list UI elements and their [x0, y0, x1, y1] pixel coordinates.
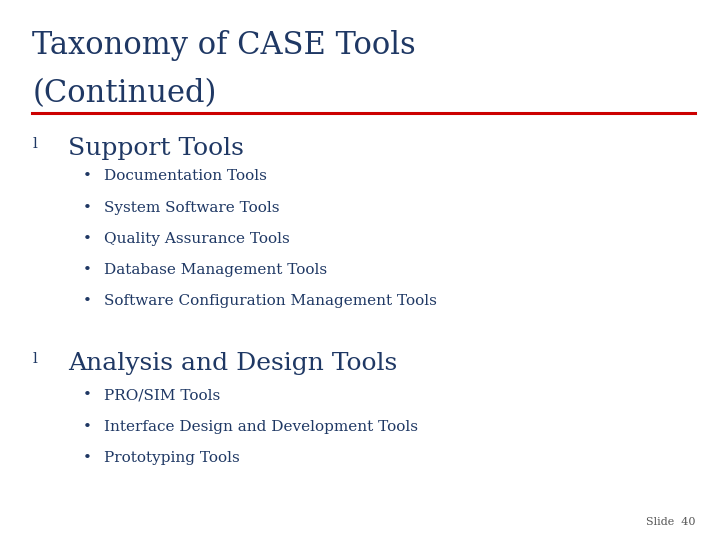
Text: Taxonomy of CASE Tools: Taxonomy of CASE Tools: [32, 30, 416, 61]
Text: •: •: [82, 263, 91, 277]
Text: •: •: [82, 388, 91, 402]
Text: •: •: [82, 169, 91, 183]
Text: Support Tools: Support Tools: [68, 137, 244, 160]
Text: •: •: [82, 451, 91, 465]
Text: Analysis and Design Tools: Analysis and Design Tools: [68, 352, 397, 376]
Text: l: l: [32, 137, 37, 151]
Text: l: l: [32, 352, 37, 366]
Text: (Continued): (Continued): [32, 78, 217, 109]
Text: System Software Tools: System Software Tools: [104, 201, 280, 215]
Text: Prototyping Tools: Prototyping Tools: [104, 451, 239, 465]
Text: •: •: [82, 201, 91, 215]
Text: Slide  40: Slide 40: [646, 517, 695, 527]
Text: Quality Assurance Tools: Quality Assurance Tools: [104, 232, 290, 246]
Text: Database Management Tools: Database Management Tools: [104, 263, 327, 277]
Text: PRO/SIM Tools: PRO/SIM Tools: [104, 388, 220, 402]
Text: Interface Design and Development Tools: Interface Design and Development Tools: [104, 420, 418, 434]
Text: •: •: [82, 420, 91, 434]
Text: •: •: [82, 232, 91, 246]
Text: •: •: [82, 294, 91, 308]
Text: Software Configuration Management Tools: Software Configuration Management Tools: [104, 294, 437, 308]
Text: Documentation Tools: Documentation Tools: [104, 169, 267, 183]
